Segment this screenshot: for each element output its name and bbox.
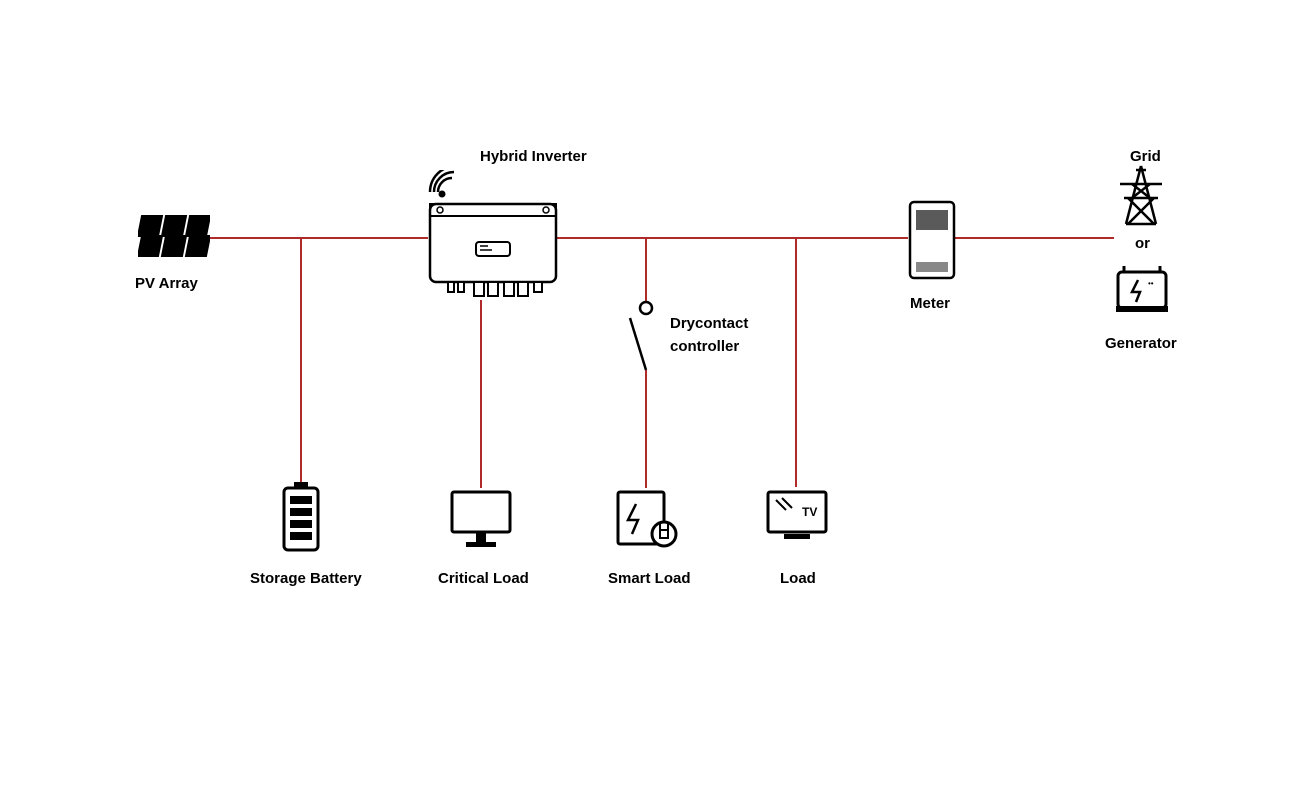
battery-icon	[280, 482, 322, 559]
edge-drycontact-top	[645, 237, 647, 302]
smart-load-label: Smart Load	[608, 570, 691, 587]
edge-smart	[645, 370, 647, 488]
inverter-icon	[428, 170, 558, 305]
drycontact-icon	[626, 300, 666, 377]
pv-array-label: PV Array	[135, 275, 198, 292]
svg-text:••: ••	[1148, 279, 1154, 288]
pv-array-icon	[138, 208, 210, 263]
grid-label: Grid	[1130, 148, 1161, 165]
grid-or-label: or	[1135, 235, 1150, 252]
svg-text:TV: TV	[802, 505, 817, 519]
load-label: Load	[780, 570, 816, 587]
edge-load	[795, 237, 797, 487]
edge-critical	[480, 300, 482, 488]
edge-pv-inverter	[210, 237, 428, 239]
edge-battery	[300, 237, 302, 482]
grid-icon	[1114, 162, 1168, 233]
edge-inverter-meter	[556, 237, 908, 239]
critical-load-icon	[448, 488, 514, 555]
drycontact-label-2: controller	[670, 338, 739, 355]
generator-label: Generator	[1105, 335, 1177, 352]
diagram-canvas: PV Array	[0, 0, 1300, 800]
meter-label: Meter	[910, 295, 950, 312]
battery-label: Storage Battery	[250, 570, 362, 587]
edge-meter-grid	[954, 237, 1114, 239]
smart-load-icon	[614, 488, 680, 557]
generator-icon: ••	[1114, 262, 1170, 319]
inverter-label: Hybrid Inverter	[480, 148, 587, 165]
drycontact-label-1: Drycontact	[670, 315, 748, 332]
critical-load-label: Critical Load	[438, 570, 529, 587]
meter-icon	[908, 200, 956, 285]
load-icon: TV	[764, 488, 830, 549]
